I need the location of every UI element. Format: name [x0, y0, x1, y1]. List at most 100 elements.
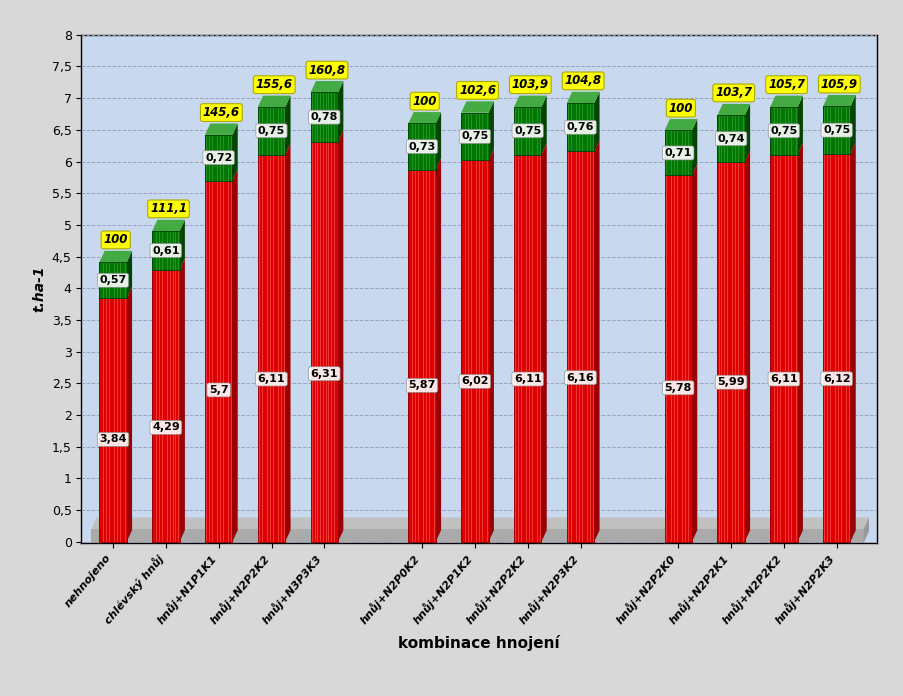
Text: 5,7: 5,7	[209, 385, 228, 395]
Polygon shape	[822, 95, 855, 106]
Polygon shape	[311, 130, 343, 142]
Bar	[514, 155, 541, 541]
Polygon shape	[205, 169, 237, 180]
Bar	[99, 262, 126, 299]
Text: 0,61: 0,61	[152, 246, 180, 255]
Polygon shape	[180, 258, 185, 541]
Polygon shape	[769, 143, 802, 155]
Polygon shape	[514, 143, 546, 155]
Polygon shape	[796, 95, 802, 155]
Bar	[408, 123, 435, 170]
Polygon shape	[408, 158, 441, 170]
Polygon shape	[691, 164, 696, 541]
Bar	[822, 154, 850, 541]
Polygon shape	[408, 112, 441, 123]
Polygon shape	[311, 81, 343, 93]
Text: 0,75: 0,75	[769, 126, 796, 136]
Polygon shape	[744, 151, 749, 541]
Bar	[514, 107, 541, 155]
Polygon shape	[338, 130, 343, 541]
Text: 105,7: 105,7	[768, 78, 805, 91]
Polygon shape	[257, 95, 290, 107]
Polygon shape	[461, 149, 493, 160]
Bar	[664, 130, 691, 175]
Polygon shape	[850, 95, 855, 154]
Text: 5,99: 5,99	[716, 377, 744, 387]
Text: 5,87: 5,87	[408, 381, 435, 390]
Text: 0,74: 0,74	[717, 134, 744, 143]
Polygon shape	[593, 140, 599, 541]
Text: 0,57: 0,57	[99, 276, 126, 285]
Text: 0,76: 0,76	[566, 122, 593, 132]
Polygon shape	[664, 119, 696, 130]
Polygon shape	[593, 92, 599, 151]
Polygon shape	[285, 143, 290, 541]
Polygon shape	[769, 95, 802, 107]
Text: 0,73: 0,73	[408, 141, 435, 152]
Polygon shape	[232, 169, 237, 541]
Polygon shape	[489, 102, 493, 160]
Text: 111,1: 111,1	[150, 203, 187, 215]
Text: 0,78: 0,78	[311, 112, 338, 122]
Bar	[664, 175, 691, 541]
Text: 6,11: 6,11	[257, 374, 285, 384]
Text: 145,6: 145,6	[202, 106, 239, 119]
Polygon shape	[126, 287, 132, 541]
Polygon shape	[566, 92, 599, 103]
Text: 160,8: 160,8	[308, 63, 345, 77]
Bar	[717, 162, 744, 541]
Polygon shape	[232, 123, 237, 180]
Text: 6,31: 6,31	[311, 369, 338, 379]
Bar	[566, 151, 593, 541]
Bar	[205, 180, 232, 541]
Text: 102,6: 102,6	[459, 84, 496, 97]
Text: 6,11: 6,11	[769, 374, 796, 384]
Text: 0,71: 0,71	[664, 148, 691, 158]
Text: 4,29: 4,29	[152, 422, 180, 432]
Text: 0,72: 0,72	[205, 152, 232, 163]
Bar	[257, 107, 285, 155]
Text: 0,75: 0,75	[823, 125, 850, 135]
Bar	[769, 155, 796, 541]
Text: 100: 100	[103, 233, 127, 246]
Text: 100: 100	[412, 95, 436, 108]
Polygon shape	[152, 258, 185, 270]
Text: 0,75: 0,75	[461, 132, 488, 141]
Bar	[717, 116, 744, 162]
Polygon shape	[541, 95, 546, 155]
Polygon shape	[850, 143, 855, 541]
Text: 6,12: 6,12	[822, 374, 850, 383]
Text: 3,84: 3,84	[99, 434, 126, 445]
Polygon shape	[435, 158, 441, 541]
Polygon shape	[285, 95, 290, 155]
Bar	[257, 155, 285, 541]
Text: 155,6: 155,6	[256, 78, 293, 91]
Bar	[152, 270, 180, 541]
Polygon shape	[99, 251, 132, 262]
Polygon shape	[91, 518, 868, 529]
Text: 103,7: 103,7	[714, 86, 751, 100]
Bar	[408, 170, 435, 541]
Bar	[461, 113, 489, 160]
Text: 0,75: 0,75	[257, 126, 284, 136]
Polygon shape	[717, 104, 749, 116]
Polygon shape	[664, 164, 696, 175]
Polygon shape	[257, 143, 290, 155]
Bar	[311, 142, 338, 541]
Bar	[311, 93, 338, 142]
Y-axis label: t.ha-1: t.ha-1	[32, 266, 46, 312]
Bar	[566, 103, 593, 151]
Polygon shape	[796, 143, 802, 541]
Text: 6,16: 6,16	[566, 373, 594, 383]
Polygon shape	[91, 529, 862, 543]
Text: 6,11: 6,11	[513, 374, 541, 384]
Polygon shape	[126, 251, 132, 299]
Polygon shape	[514, 95, 546, 107]
Polygon shape	[205, 123, 237, 135]
Polygon shape	[717, 151, 749, 162]
Text: 103,9: 103,9	[511, 78, 548, 91]
Bar	[152, 231, 180, 270]
Text: 104,8: 104,8	[564, 74, 601, 88]
Text: 105,9: 105,9	[820, 77, 857, 90]
Bar	[205, 135, 232, 180]
